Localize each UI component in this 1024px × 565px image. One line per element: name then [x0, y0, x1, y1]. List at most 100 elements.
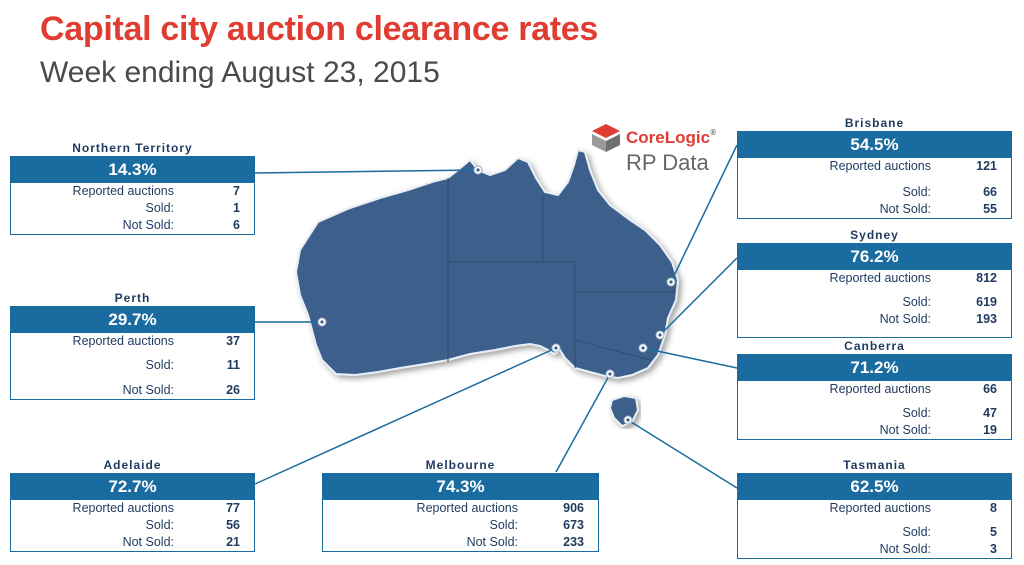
label-sold: Sold:	[145, 201, 175, 215]
clearance-rate: 76.2%	[738, 244, 1011, 270]
value-sold: 11	[226, 358, 240, 372]
label-reported: Reported auctions	[72, 334, 174, 348]
value-reported: 37	[226, 334, 240, 348]
clearance-rate: 72.7%	[11, 474, 254, 500]
connector-lines	[254, 144, 738, 489]
region-panel: 74.3% Reported auctions 906 Sold: 673 Not Sol…	[322, 473, 599, 552]
row-not-sold: Not Sold: 21	[11, 534, 254, 551]
label-not-sold: Not Sold:	[879, 202, 931, 216]
value-reported: 7	[233, 184, 240, 198]
region-name: Northern Territory	[72, 141, 193, 155]
label-reported: Reported auctions	[829, 382, 931, 396]
row-sold: Sold: 1	[11, 200, 254, 217]
logo-brand: CoreLogic®	[626, 128, 716, 147]
region-name: Perth	[114, 291, 151, 305]
label-not-sold: Not Sold:	[466, 535, 518, 549]
label-sold: Sold:	[902, 406, 932, 420]
connector-brisbane	[670, 144, 738, 283]
value-reported: 77	[226, 501, 240, 515]
region-panel: 62.5% Reported auctions 8 Sold: 5 Not Sold: 3	[737, 473, 1012, 559]
value-not-sold: 3	[990, 542, 997, 556]
row-sold: Sold: 47	[738, 405, 1011, 422]
corelogic-logo-icon	[592, 124, 620, 152]
row-not-sold: Not Sold: 19	[738, 422, 1011, 439]
region-name: Canberra	[844, 339, 905, 353]
region-box-brisbane: Brisbane 54.5% Reported auctions 121 Sold: 66…	[737, 115, 1012, 219]
value-sold: 5	[990, 525, 997, 539]
city-marker-melbourne	[605, 369, 615, 379]
region-box-canberra: Canberra 71.2% Reported auctions 66 Sold: 47 N…	[737, 338, 1012, 440]
connector-canberra	[642, 347, 738, 369]
label-sold: Sold:	[902, 295, 932, 309]
row-reported: Reported auctions 812	[738, 270, 1011, 294]
value-reported: 121	[976, 159, 997, 173]
label-reported: Reported auctions	[829, 159, 931, 173]
row-not-sold: Not Sold: 6	[11, 217, 254, 234]
label-reported: Reported auctions	[829, 501, 931, 515]
label-not-sold: Not Sold:	[879, 312, 931, 326]
region-panel: 71.2% Reported auctions 66 Sold: 47 Not Sold:…	[737, 354, 1012, 440]
region-name: Adelaide	[103, 458, 162, 472]
value-not-sold: 55	[983, 202, 997, 216]
label-reported: Reported auctions	[829, 271, 931, 285]
row-sold: Sold: 66	[738, 184, 1011, 201]
label-sold: Sold:	[145, 358, 175, 372]
value-reported: 8	[990, 501, 997, 515]
label-not-sold: Not Sold:	[879, 542, 931, 556]
region-panel: 72.7% Reported auctions 77 Sold: 56 Not Sold:…	[10, 473, 255, 552]
city-marker-tasmania	[623, 415, 633, 425]
row-reported: Reported auctions 8	[738, 500, 1011, 524]
city-marker-northern-territory	[473, 165, 483, 175]
label-reported: Reported auctions	[72, 184, 174, 198]
value-not-sold: 21	[226, 535, 240, 549]
row-not-sold: Not Sold: 3	[738, 541, 1011, 558]
row-reported: Reported auctions 906	[323, 500, 598, 517]
region-panel: 76.2% Reported auctions 812 Sold: 619 Not Sol…	[737, 243, 1012, 338]
row-sold: Sold: 673	[323, 517, 598, 534]
australia-mainland	[294, 148, 680, 380]
page-title: Capital city auction clearance rates	[40, 10, 599, 48]
row-not-sold: Not Sold: 26	[11, 382, 254, 399]
label-not-sold: Not Sold:	[122, 383, 174, 397]
value-reported: 906	[563, 501, 584, 515]
region-box-sydney: Sydney 76.2% Reported auctions 812 Sold: 619 N…	[737, 227, 1012, 338]
value-sold: 673	[563, 518, 584, 532]
connector-tasmania	[627, 419, 738, 489]
value-sold: 1	[233, 201, 240, 215]
label-not-sold: Not Sold:	[122, 218, 174, 232]
value-not-sold: 19	[983, 423, 997, 437]
row-reported: Reported auctions 7	[11, 183, 254, 200]
city-markers	[317, 165, 676, 425]
row-reported: Reported auctions 121	[738, 158, 1011, 184]
region-panel: 54.5% Reported auctions 121 Sold: 66 Not Sold…	[737, 131, 1012, 219]
region-panel: 29.7% Reported auctions 37 Sold: 11 Not Sold:…	[10, 306, 255, 400]
label-not-sold: Not Sold:	[879, 423, 931, 437]
region-name: Melbourne	[425, 458, 496, 472]
clearance-rate: 54.5%	[738, 132, 1011, 158]
region-box-perth: Perth 29.7% Reported auctions 37 Sold: 11 Not …	[10, 290, 255, 400]
row-sold: Sold: 619	[738, 294, 1011, 311]
value-sold: 56	[226, 518, 240, 532]
connector-northern-territory	[254, 169, 479, 174]
value-sold: 47	[983, 406, 997, 420]
value-not-sold: 26	[226, 383, 240, 397]
value-sold: 619	[976, 295, 997, 309]
row-not-sold: Not Sold: 233	[323, 534, 598, 551]
row-sold: Sold: 11	[11, 357, 254, 382]
logo-product: RP Data	[626, 150, 709, 175]
connector-adelaide	[254, 347, 557, 485]
city-marker-sydney	[655, 330, 665, 340]
row-not-sold: Not Sold: 55	[738, 201, 1011, 218]
clearance-rate: 71.2%	[738, 355, 1011, 381]
value-sold: 66	[983, 185, 997, 199]
label-sold: Sold:	[902, 185, 932, 199]
connector-sydney	[659, 257, 738, 336]
row-reported: Reported auctions 77	[11, 500, 254, 517]
region-box-tasmania: Tasmania 62.5% Reported auctions 8 Sold: 5 Not…	[737, 457, 1012, 559]
value-not-sold: 193	[976, 312, 997, 326]
city-marker-adelaide	[551, 343, 561, 353]
region-box-northern-territory: Northern Territory 14.3% Reported auctions…	[10, 140, 255, 235]
clearance-rate: 29.7%	[11, 307, 254, 333]
state-borders	[447, 178, 675, 368]
page-subtitle: Week ending August 23, 2015	[40, 56, 440, 89]
